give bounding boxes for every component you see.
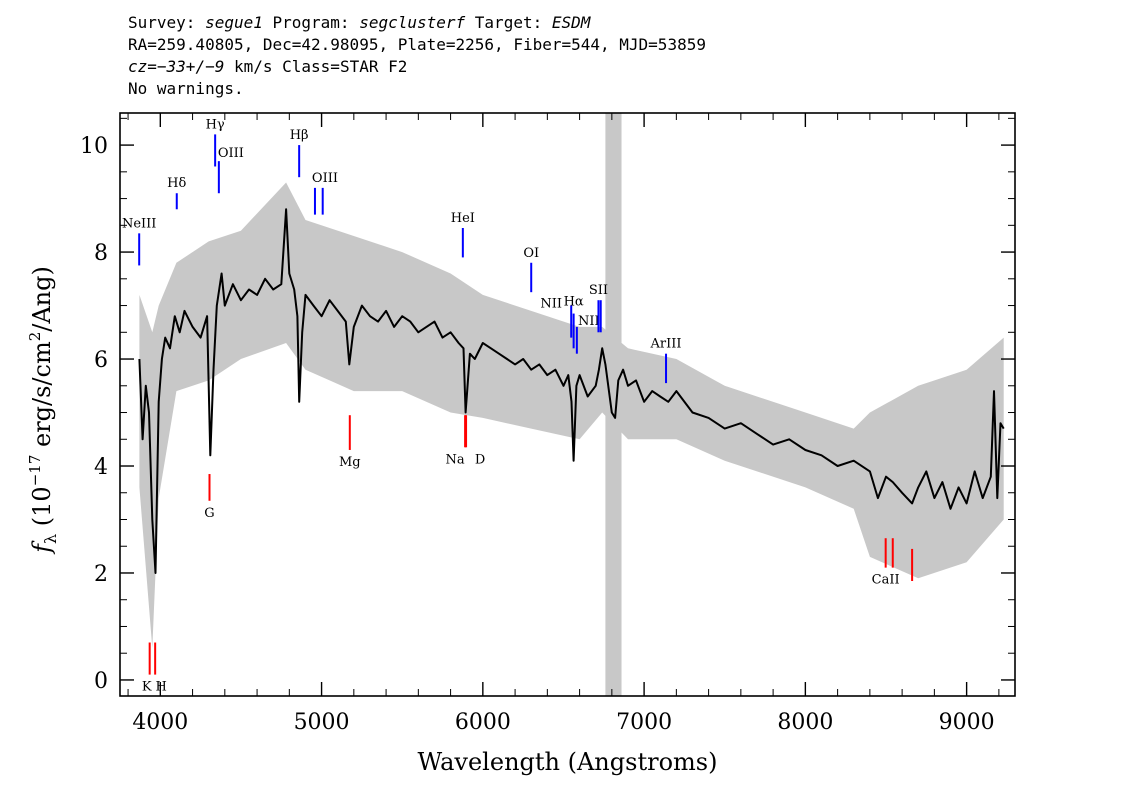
absorption-line-label: H [155,680,166,695]
absorption-line-label: Mg [339,455,361,470]
emission-line-label: ArIII [650,337,682,352]
absorption-line-label: Na [446,452,465,467]
survey-value: segue1 [205,13,263,32]
y-axis-units-exponent: 2 [26,332,44,342]
y-tick-label: 0 [94,669,108,694]
target-value: ESDM [551,13,591,32]
emission-line-label: Hδ [167,176,186,191]
emission-line-label: NII [578,314,600,329]
header-line-1: Survey: segue1 Program: segclusterf Targ… [128,12,706,34]
x-tick-label: 9000 [939,710,995,735]
header-line-4: No warnings. [128,79,244,98]
y-tick-label: 8 [94,241,108,266]
flux-line [138,208,1005,574]
y-axis-units: erg/s/cm [28,341,56,455]
header-line-3: cz=−33+/−9 km/s Class=STAR F2 [128,56,706,78]
y-tick-label: 2 [94,562,108,587]
class-text: km/s Class=STAR F2 [224,57,408,76]
y-axis-exponent: −17 [26,455,44,487]
y-axis-title: fλ (10−17 erg/s/cm2/Ang) [26,266,60,555]
program-value: segclusterf [359,13,466,32]
emission-line-label: OI [523,246,539,261]
y-tick-label: 6 [94,348,108,373]
emission-line-label: OIII [218,146,244,161]
spectrum-header: Survey: segue1 Program: segclusterf Targ… [128,12,706,100]
x-tick-label: 6000 [455,710,511,735]
y-axis-subscript: λ [41,534,60,544]
plot-frame [119,112,1016,697]
emission-line-label: Hα [564,295,584,310]
emission-line-label: NeIII [122,216,156,231]
absorption-line-label: K [142,680,152,695]
y-tick-label: 4 [94,455,108,480]
absorption-line-label: D [475,452,485,467]
absorption-line-label: G [204,506,214,521]
target-label: Target: [465,13,552,32]
survey-label: Survey: [128,13,206,32]
cz-value: −33+/−9 [156,57,225,76]
x-tick-label: 8000 [777,710,833,735]
y-tick-label: 10 [80,134,108,159]
absorption-line-label: CaII [872,573,900,588]
y-axis-open: (10 [28,486,56,534]
cz-label: cz= [128,57,157,76]
emission-line-label: Hβ [290,128,309,143]
emission-line-label: NII [540,297,562,312]
y-axis-close: /Ang) [28,266,56,332]
x-tick-label: 7000 [616,710,672,735]
program-label: Program: [262,13,360,32]
header-line-2: RA=259.40805, Dec=42.98095, Plate=2256, … [128,35,706,54]
axis-ticks-group: 4000 5000 6000 7000 8000 9000 0 2 4 6 8 10 [80,113,1015,735]
flux-line-group [138,208,1005,574]
x-tick-label: 4000 [132,710,188,735]
emission-line-label: HeI [451,211,475,226]
x-tick-label: 5000 [294,710,350,735]
emission-line-label: Hγ [206,117,225,132]
x-axis-title: Wavelength (Angstroms) [418,748,718,776]
emission-line-label: SII [589,283,608,298]
emission-line-label: OIII [312,171,338,186]
